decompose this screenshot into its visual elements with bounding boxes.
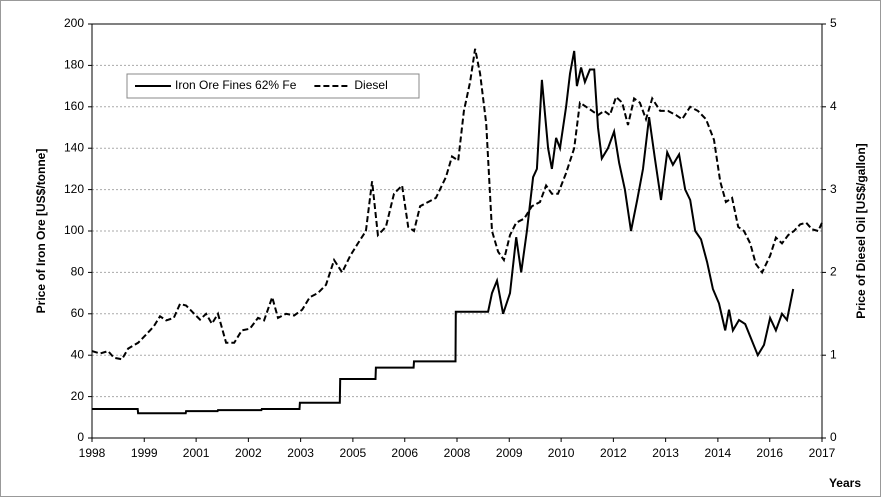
plot-border (91, 23, 823, 439)
x-tick-label: 2001 (183, 446, 210, 460)
y2-tick-label: 0 (830, 430, 837, 444)
x-tick-label: 2012 (600, 446, 627, 460)
x-tick-label: 2002 (235, 446, 262, 460)
y2-tick-label: 2 (830, 265, 837, 279)
y-tick-label: 160 (64, 99, 84, 113)
y2-tick-label: 5 (830, 16, 837, 30)
legend-label: Iron Ore Fines 62% Fe (175, 78, 297, 92)
legend-label: Diesel (354, 78, 387, 92)
y2-tick-label: 3 (830, 182, 837, 196)
x-tick-label: 2005 (340, 446, 367, 460)
x-tick-label: 2003 (287, 446, 314, 460)
x-tick-label: 1998 (79, 446, 106, 460)
y-tick-label: 40 (71, 347, 85, 361)
y-tick-label: 60 (71, 306, 85, 320)
x-tick-label: 2016 (756, 446, 783, 460)
x-axis-title: Years (829, 476, 861, 490)
y-tick-label: 200 (64, 16, 84, 30)
x-tick-label: 2009 (496, 446, 523, 460)
legend-box (126, 73, 420, 99)
x-tick-label: 2008 (444, 446, 471, 460)
y-tick-label: 0 (77, 430, 84, 444)
x-tick-label: 2010 (548, 446, 575, 460)
y2-axis-title: Price of Diesel Oil [US$/gallon] (854, 143, 868, 318)
y2-tick-label: 1 (830, 347, 837, 361)
y-axis-title: Price of Iron Ore [US$/tonne] (34, 149, 48, 314)
y2-tick-label: 4 (830, 99, 837, 113)
y-tick-label: 120 (64, 182, 84, 196)
y-tick-label: 180 (64, 58, 84, 72)
data-line (92, 50, 795, 415)
y-tick-label: 80 (71, 265, 85, 279)
y-tick-label: 20 (71, 389, 85, 403)
y-tick-label: 140 (64, 140, 84, 154)
x-tick-label: 2017 (809, 446, 836, 460)
x-tick-label: 2013 (652, 446, 679, 460)
x-tick-label: 2014 (705, 446, 732, 460)
x-tick-label: 2006 (391, 446, 418, 460)
y-tick-label: 100 (64, 223, 84, 237)
x-tick-label: 1999 (131, 446, 158, 460)
